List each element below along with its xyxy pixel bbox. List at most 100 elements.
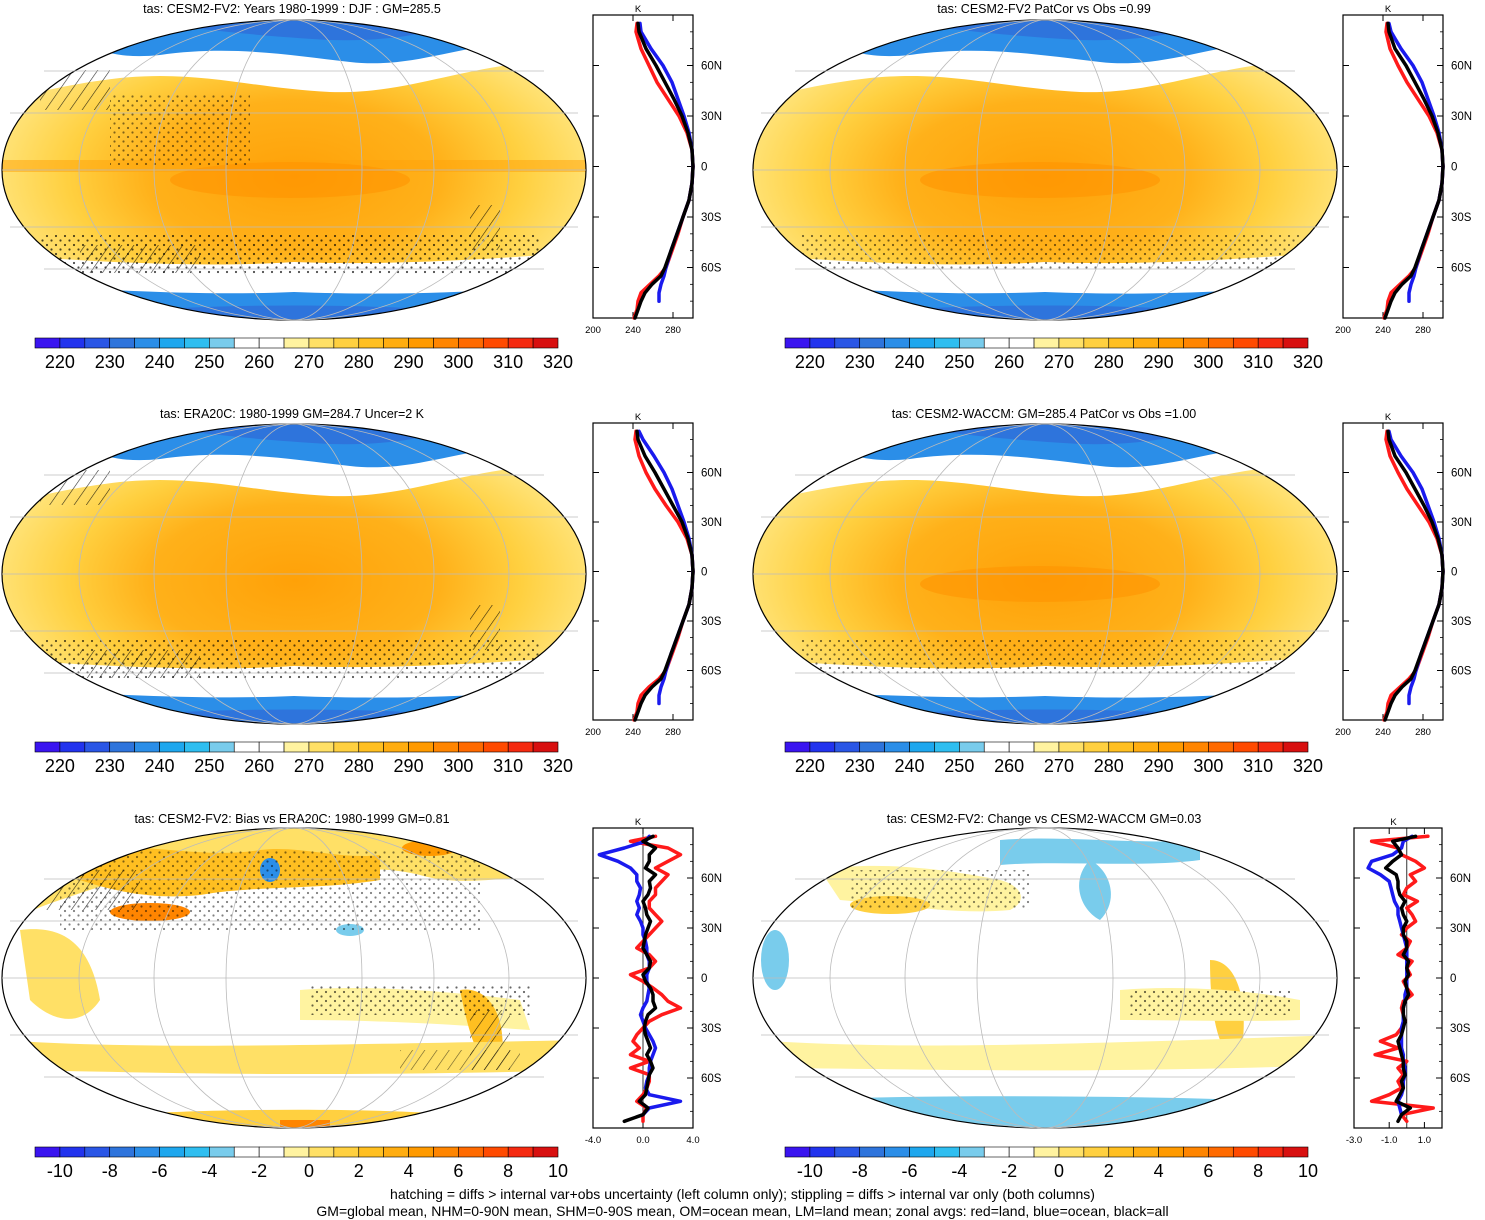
zonal-y-tick-label: 60N: [701, 61, 722, 73]
colorbar-tick-label: 280: [1094, 756, 1124, 776]
colorbar-swatch: [59, 1146, 86, 1158]
colorbar-swatch: [859, 741, 885, 753]
zonal-x-tick-label: 200: [1335, 325, 1351, 336]
colorbar-swatch: [209, 741, 235, 753]
colorbar-swatch: [134, 741, 160, 753]
footer-note-line-1: hatching = diffs > internal var+obs unce…: [390, 1186, 1095, 1202]
footer-note-line-2: GM=global mean, NHM=0-90N mean, SHM=0-90…: [316, 1203, 1169, 1219]
colorbar-swatch: [1257, 1146, 1284, 1158]
colorbar-tick-label: 300: [1193, 756, 1223, 776]
colorbar-tick-label: 4: [1154, 1161, 1164, 1181]
colorbar-tick-label: -6: [152, 1161, 168, 1181]
colorbar-tick-label: -4: [951, 1161, 967, 1181]
panel-d-title: tas: CESM2-WACCM: GM=285.4 PatCor vs Obs…: [892, 407, 1197, 421]
colorbar-tick-label: 300: [1193, 352, 1223, 372]
colorbar-swatch: [408, 337, 434, 349]
colorbar-swatch: [283, 337, 310, 349]
zonal-y-tick-label: 60S: [701, 263, 722, 275]
colorbar-swatch: [383, 1146, 409, 1158]
colorbar-swatch: [233, 1146, 260, 1158]
colorbar-swatch: [1058, 741, 1085, 753]
colorbar-swatch: [1183, 337, 1209, 349]
colorbar-swatch: [1058, 337, 1085, 349]
panel-f-map: [752, 827, 1338, 1129]
colorbar-swatch: [1232, 337, 1259, 349]
panel-f-title: tas: CESM2-FV2: Change vs CESM2-WACCM GM…: [887, 812, 1202, 826]
zonal-y-tick-label: 30N: [1451, 517, 1472, 529]
colorbar-tick-label: 310: [493, 756, 523, 776]
colorbar-swatch: [532, 741, 559, 753]
colorbar-swatch: [283, 741, 310, 753]
colorbar-swatch: [258, 337, 285, 349]
colorbar-tick-label: 0: [1054, 1161, 1064, 1181]
colorbar-swatch: [482, 337, 509, 349]
colorbar-tick-label: 2: [1104, 1161, 1114, 1181]
colorbar-swatch: [1158, 1146, 1184, 1158]
zonal-x-tick-label: 280: [1415, 727, 1431, 738]
colorbar-swatch: [532, 337, 559, 349]
zonal-x-tick-label: 200: [1335, 727, 1351, 738]
colorbar-swatch: [1208, 1146, 1234, 1158]
colorbar-swatch: [1158, 741, 1184, 753]
colorbar-swatch: [834, 337, 861, 349]
colorbar-tick-label: 250: [194, 756, 224, 776]
zonal-y-tick-label: 30N: [701, 923, 722, 935]
zonal-y-tick-label: 60N: [701, 873, 722, 885]
zonal-x-tick-label: 280: [1415, 325, 1431, 336]
colorbar-swatch: [834, 741, 861, 753]
colorbar-swatch: [959, 337, 985, 349]
colorbar-tick-label: 290: [394, 756, 424, 776]
colorbar-swatch: [809, 1146, 836, 1158]
colorbar-tick-label: 8: [503, 1161, 513, 1181]
colorbar-tick-label: -2: [1001, 1161, 1017, 1181]
zonal-y-tick-label: 60N: [1450, 873, 1471, 885]
colorbar-swatch: [34, 1146, 61, 1158]
colorbar-swatch: [983, 741, 1010, 753]
zonal-y-tick-label: 30S: [701, 1023, 722, 1035]
panel-e-colorbar: -10 -8 -6 -4 -2 0 2 4 6 8 10: [34, 1146, 568, 1181]
colorbar-swatch: [1108, 1146, 1134, 1158]
colorbar-swatch: [884, 741, 910, 753]
zonal-y-tick-label: 60N: [1451, 61, 1472, 73]
panel-b-title: tas: CESM2-FV2 PatCor vs Obs =0.99: [937, 2, 1151, 16]
colorbar-swatch: [1108, 741, 1134, 753]
colorbar-swatch: [1282, 741, 1309, 753]
colorbar-tick-label: 2: [354, 1161, 364, 1181]
colorbar-swatch: [1232, 741, 1259, 753]
zonal-y-tick-label: 60S: [1450, 1073, 1471, 1085]
colorbar-swatch: [84, 741, 111, 753]
colorbar-swatch: [209, 1146, 235, 1158]
colorbar-swatch: [134, 337, 160, 349]
colorbar-swatch: [884, 337, 910, 349]
colorbar-tick-label: 300: [443, 756, 473, 776]
colorbar-swatch: [1282, 1146, 1309, 1158]
panel-b-colorbar: 220 230 240 250 260 270 280 290 300 310 320: [784, 337, 1323, 372]
zonal-series-all: [622, 834, 658, 1124]
colorbar-swatch: [1158, 337, 1184, 349]
colorbar-swatch: [1033, 337, 1060, 349]
zonal-x-tick-label: 200: [585, 325, 601, 336]
panel-c-zonal-plot: K 60N 30N 0 30S 60S 200 240 280: [585, 412, 722, 738]
zonal-x-tick-label: -1.0: [1381, 1135, 1397, 1146]
zonal-y-tick-label: 30S: [1450, 1023, 1471, 1035]
zonal-x-tick-label: -4.0: [585, 1135, 601, 1146]
zonal-unit-label: K: [1385, 412, 1392, 423]
zonal-series-all: [633, 429, 695, 722]
panel-a-colorbar: 220 230 240 250 260 270 280 290 300 310 320: [34, 337, 573, 372]
colorbar-swatch: [159, 1146, 185, 1158]
colorbar-swatch: [859, 337, 885, 349]
colorbar-swatch: [1232, 1146, 1259, 1158]
colorbar-swatch: [507, 1146, 534, 1158]
panel-c-colorbar: 220 230 240 250 260 270 280 290 300 310 320: [34, 741, 573, 776]
colorbar-tick-label: 0: [304, 1161, 314, 1181]
colorbar-tick-label: 230: [95, 756, 125, 776]
zonal-unit-label: K: [1390, 817, 1397, 828]
colorbar-tick-label: 250: [944, 756, 974, 776]
colorbar-tick-label: 260: [994, 756, 1024, 776]
zonal-y-tick-label: 30S: [701, 616, 722, 628]
zonal-unit-label: K: [635, 4, 642, 15]
colorbar-swatch: [333, 741, 360, 753]
zonal-y-tick-label: 30N: [1450, 923, 1471, 935]
zonal-y-tick-label: 0: [1451, 162, 1457, 174]
colorbar-swatch: [1133, 1146, 1159, 1158]
